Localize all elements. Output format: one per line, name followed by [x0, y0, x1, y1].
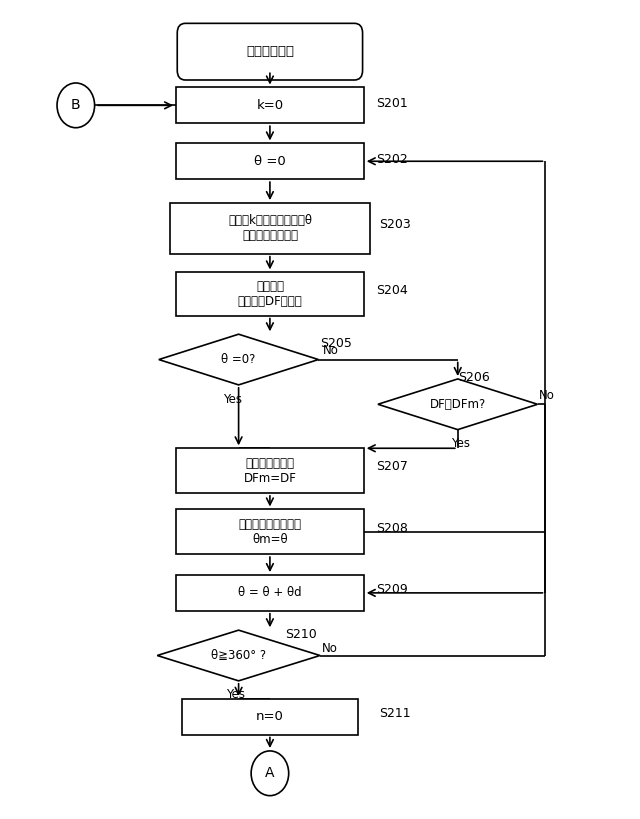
Circle shape — [251, 751, 289, 795]
Polygon shape — [378, 379, 538, 430]
Circle shape — [57, 83, 95, 128]
Text: 最小相違度角度設定
θm=θ: 最小相違度角度設定 θm=θ — [239, 518, 301, 545]
Text: 最小相違度設定
DFm=DF: 最小相違度設定 DFm=DF — [243, 457, 296, 485]
Bar — [170, 203, 370, 254]
Text: No: No — [321, 641, 337, 654]
Bar — [176, 143, 364, 179]
Text: 画像対比判定: 画像対比判定 — [246, 45, 294, 58]
Text: DF＜DFm?: DF＜DFm? — [429, 398, 486, 411]
Text: 面番号kおよび回転角度θ
の基準画像を選択: 面番号kおよび回転角度θ の基準画像を選択 — [228, 215, 312, 242]
Text: Yes: Yes — [223, 393, 242, 406]
Text: θ =0: θ =0 — [254, 155, 286, 168]
Text: S211: S211 — [380, 707, 411, 720]
Text: θ = θ + θd: θ = θ + θd — [238, 586, 301, 600]
Bar — [182, 699, 358, 735]
Polygon shape — [157, 630, 320, 681]
Text: S205: S205 — [320, 337, 352, 351]
Text: Yes: Yes — [226, 688, 245, 701]
Text: 画像比較
（相違度DF算出）: 画像比較 （相違度DF算出） — [237, 280, 302, 308]
Bar — [176, 273, 364, 315]
Bar — [176, 448, 364, 493]
Text: B: B — [71, 98, 81, 112]
Text: S209: S209 — [376, 583, 408, 596]
Bar — [176, 509, 364, 554]
Text: S204: S204 — [376, 283, 408, 296]
Text: S210: S210 — [285, 628, 317, 641]
Text: S203: S203 — [380, 218, 412, 231]
Bar — [176, 575, 364, 611]
Bar — [176, 88, 364, 123]
Text: θ≧360° ?: θ≧360° ? — [211, 649, 266, 662]
Text: Yes: Yes — [451, 437, 470, 450]
Text: k=0: k=0 — [257, 99, 284, 112]
Polygon shape — [159, 334, 319, 385]
FancyBboxPatch shape — [177, 24, 363, 80]
Text: n=0: n=0 — [256, 710, 284, 723]
Text: No: No — [323, 344, 339, 357]
Text: S208: S208 — [376, 523, 408, 536]
Text: A: A — [265, 767, 275, 781]
Text: S206: S206 — [458, 371, 490, 384]
Text: S207: S207 — [376, 460, 408, 473]
Text: S202: S202 — [376, 153, 408, 166]
Text: S201: S201 — [376, 97, 408, 111]
Text: No: No — [539, 389, 555, 402]
Text: θ =0?: θ =0? — [221, 353, 256, 366]
